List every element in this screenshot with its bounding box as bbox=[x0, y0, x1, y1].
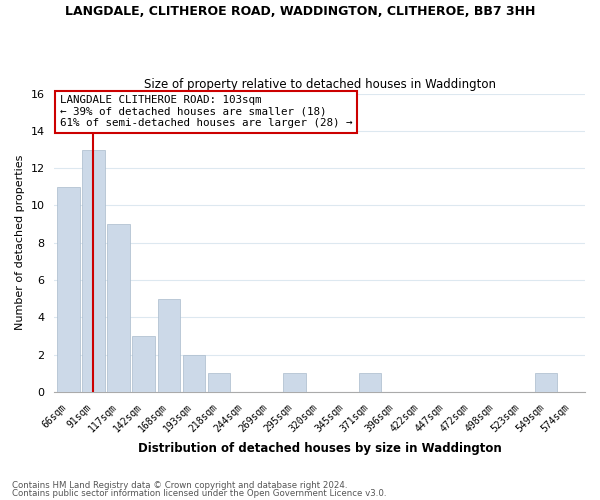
X-axis label: Distribution of detached houses by size in Waddington: Distribution of detached houses by size … bbox=[138, 442, 502, 455]
Bar bbox=[208, 374, 230, 392]
Bar bbox=[82, 150, 104, 392]
Bar bbox=[182, 354, 205, 392]
Bar bbox=[57, 187, 80, 392]
Title: Size of property relative to detached houses in Waddington: Size of property relative to detached ho… bbox=[144, 78, 496, 91]
Bar bbox=[535, 374, 557, 392]
Text: LANGDALE CLITHEROE ROAD: 103sqm
← 39% of detached houses are smaller (18)
61% of: LANGDALE CLITHEROE ROAD: 103sqm ← 39% of… bbox=[60, 95, 352, 128]
Bar bbox=[283, 374, 306, 392]
Y-axis label: Number of detached properties: Number of detached properties bbox=[15, 155, 25, 330]
Bar bbox=[359, 374, 382, 392]
Text: Contains public sector information licensed under the Open Government Licence v3: Contains public sector information licen… bbox=[12, 488, 386, 498]
Bar bbox=[158, 298, 180, 392]
Bar bbox=[107, 224, 130, 392]
Text: LANGDALE, CLITHEROE ROAD, WADDINGTON, CLITHEROE, BB7 3HH: LANGDALE, CLITHEROE ROAD, WADDINGTON, CL… bbox=[65, 5, 535, 18]
Text: Contains HM Land Registry data © Crown copyright and database right 2024.: Contains HM Land Registry data © Crown c… bbox=[12, 481, 347, 490]
Bar bbox=[133, 336, 155, 392]
